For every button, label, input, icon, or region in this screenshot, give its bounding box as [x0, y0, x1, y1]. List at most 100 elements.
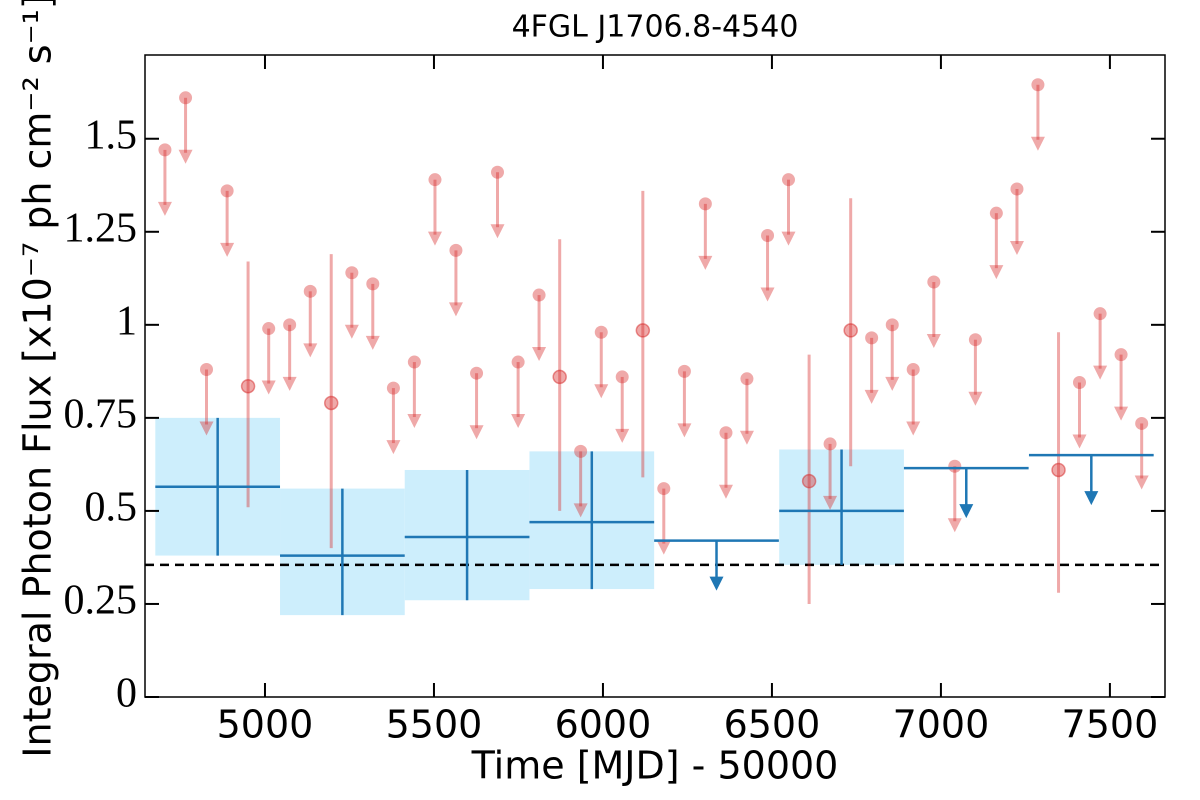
upper-limit-head	[656, 540, 671, 555]
upper-limit-head	[959, 504, 974, 519]
point	[303, 284, 317, 298]
point	[906, 362, 920, 376]
point	[449, 243, 463, 257]
point	[240, 378, 256, 394]
upper-limit-head	[1134, 475, 1149, 490]
upper-limit-head	[677, 423, 692, 438]
point	[927, 275, 941, 289]
upper-limit-head	[1072, 434, 1087, 449]
point	[262, 322, 276, 336]
point	[220, 184, 234, 198]
point	[865, 331, 879, 345]
point	[158, 143, 172, 157]
upper-limit-head	[1084, 491, 1099, 506]
upper-limit-head	[698, 255, 713, 270]
point	[677, 364, 691, 378]
upper-limit-head	[709, 576, 724, 591]
upper-limit-head	[1093, 365, 1108, 380]
point	[968, 333, 982, 347]
upper-limit-head	[1009, 240, 1024, 255]
upper-limit-head	[532, 347, 547, 362]
upper-limit-head	[220, 242, 235, 257]
point	[200, 362, 214, 376]
point	[179, 91, 193, 105]
upper-limit-head	[781, 231, 796, 246]
point	[283, 318, 297, 332]
point	[511, 355, 525, 369]
y-tick-label: 1	[116, 298, 137, 344]
upper-limit-head	[490, 224, 505, 239]
point	[345, 266, 359, 280]
point	[552, 369, 567, 385]
upper-limit-head	[573, 503, 588, 518]
upper-limit-head	[926, 334, 941, 349]
upper-limit-head	[760, 287, 775, 302]
x-axis-label: Time [MJD] - 50000	[471, 744, 839, 788]
point	[1031, 78, 1045, 92]
upper-limit-head	[386, 440, 401, 455]
chart-title: 4FGL J1706.8-4540	[512, 10, 799, 45]
upper-limit-head	[448, 302, 463, 317]
y-axis-label: Integral Photon Flux [x10⁻⁷ ph cm⁻² s⁻¹]	[16, 0, 60, 758]
upper-limit-head	[906, 421, 921, 436]
point	[491, 165, 505, 179]
x-tick-label: 7000	[893, 703, 990, 747]
upper-limit-head	[823, 495, 838, 510]
point	[823, 437, 837, 451]
x-tick-label: 5500	[386, 703, 483, 747]
point	[470, 366, 484, 380]
upper-limit-head	[427, 231, 442, 246]
upper-limit-head	[1114, 406, 1129, 421]
point	[781, 173, 795, 187]
upper-limit-head	[739, 430, 754, 445]
upper-limit-head	[594, 384, 609, 399]
y-tick-label: 0.75	[64, 392, 138, 438]
x-tick-label: 6000	[555, 703, 652, 747]
point	[1114, 348, 1128, 362]
y-tick-label: 0.25	[64, 578, 138, 624]
y-tick-label: 1.5	[85, 112, 138, 158]
y-tick-label: 1.25	[64, 205, 138, 251]
upper-limit-head	[407, 414, 422, 429]
upper-limit-head	[365, 335, 380, 350]
x-tick-label: 7500	[1062, 703, 1159, 747]
point	[740, 372, 754, 386]
point	[698, 197, 712, 211]
upper-limit-head	[178, 149, 193, 164]
point	[386, 381, 400, 395]
point	[719, 426, 733, 440]
point	[1051, 462, 1066, 478]
point	[801, 473, 817, 489]
upper-limit-head	[303, 343, 318, 358]
upper-limit-head	[261, 380, 276, 395]
upper-limit-head	[885, 376, 900, 391]
point	[574, 444, 588, 458]
point	[843, 323, 858, 338]
upper-limit-head	[864, 389, 879, 404]
point	[761, 229, 775, 243]
point	[1093, 307, 1107, 321]
point	[635, 323, 651, 338]
point	[948, 459, 962, 473]
point	[989, 206, 1003, 220]
point	[407, 355, 421, 369]
point	[1135, 416, 1149, 430]
upper-limit-head	[344, 324, 359, 339]
upper-limit-head	[282, 376, 297, 391]
upper-limit-head	[947, 518, 962, 533]
point	[594, 325, 608, 339]
y-tick-label: 0	[116, 671, 137, 717]
y-tick-label: 0.5	[85, 485, 138, 531]
upper-limit-head	[1030, 136, 1045, 151]
point	[366, 277, 380, 291]
x-tick-label: 5000	[217, 703, 314, 747]
point	[885, 318, 899, 332]
point	[657, 482, 671, 496]
point	[323, 395, 339, 411]
upper-limit-head	[469, 425, 484, 440]
point	[428, 173, 442, 187]
point	[615, 370, 629, 384]
upper-limit-head	[718, 484, 733, 499]
x-tick-label: 6500	[724, 703, 821, 747]
